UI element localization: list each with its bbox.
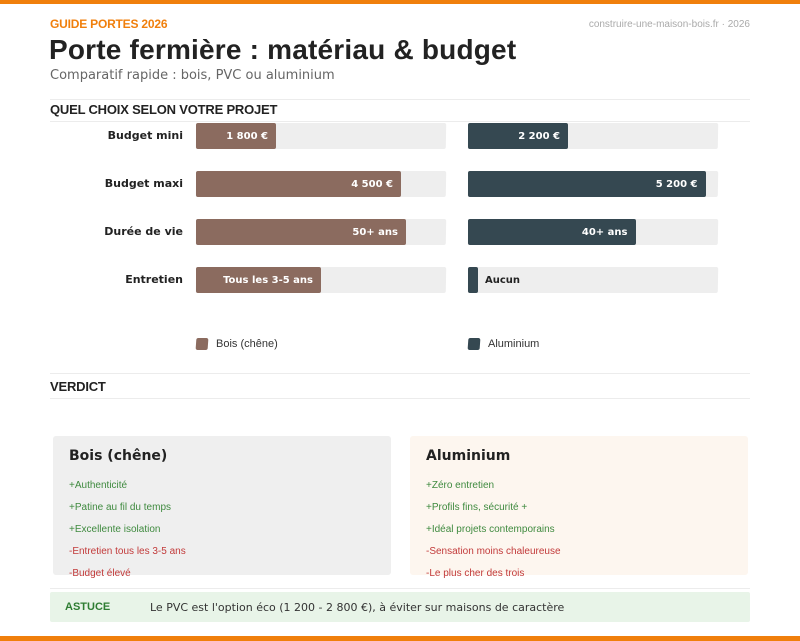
pro-point: +Authenticité [69,480,128,491]
bar-value: 40+ ans [581,226,628,238]
bar-alu: 5 200 € [468,171,706,197]
bar-bois: Tous les 3-5 ans [196,267,321,293]
divider [50,121,750,122]
page-title: Porte fermière : matériau & budget [49,34,517,65]
legend-swatch-icon [467,338,481,350]
page-subtitle: Comparatif rapide : bois, PVC ou alumini… [50,68,335,83]
bar-value: 1 800 € [226,130,268,142]
tip-label: ASTUCE [65,601,111,613]
bar-value: 2 200 € [518,130,560,142]
card-title: Aluminium [426,448,511,464]
bottom-accent-bar [0,636,800,641]
source-credit: construire-une-maison-bois.fr · 2026 [588,19,750,30]
divider [50,398,750,399]
legend-item-bois: Bois (chêne) [195,338,278,350]
row-label: Budget maxi [104,177,183,190]
row-label: Budget mini [107,129,183,142]
con-point: -Le plus cher des trois [426,568,525,579]
bar-bois: 4 500 € [196,171,401,197]
pro-point: +Patine au fil du temps [69,502,172,513]
bar-value: 5 200 € [655,178,698,190]
bar-alu: 2 200 € [468,123,568,149]
con-point: -Sensation moins chaleureuse [426,546,561,557]
divider [50,588,750,589]
con-point: -Entretien tous les 3-5 ans [69,546,186,557]
tip-banner: ASTUCE Le PVC est l'option éco (1 200 - … [50,592,750,622]
legend-label: Aluminium [488,338,540,350]
bar-value: 50+ ans [352,226,398,238]
pro-point: +Zéro entretien [426,480,495,491]
verdict-card-aluminium: Aluminium +Zéro entretien +Profils fins,… [410,436,748,579]
pro-point: +Idéal projets contemporains [426,524,555,535]
top-accent-bar [0,0,800,4]
legend-label: Bois (chêne) [216,338,278,350]
chart-heading: QUEL CHOIX SELON VOTRE PROJET [50,102,278,117]
divider [50,99,750,100]
bar-value: Tous les 3-5 ans [223,274,313,286]
pro-point: +Profils fins, sécurité + [426,502,528,513]
verdict-card-bois: Bois (chêne) +Authenticité +Patine au fi… [53,436,391,579]
bar-value: 4 500 € [351,178,393,190]
tip-text: Le PVC est l'option éco (1 200 - 2 800 €… [150,600,565,614]
kicker: GUIDE PORTES 2026 [50,17,168,31]
bar-alu: 40+ ans [468,219,636,245]
divider [50,373,750,374]
bar-value-outside: Aucun [485,275,521,286]
bar-alu [468,267,478,293]
bar-bois: 1 800 € [196,123,276,149]
verdict-heading: VERDICT [50,379,106,394]
legend-item-alu: Aluminium [467,338,540,350]
legend-swatch-icon [195,338,209,350]
card-title: Bois (chêne) [69,448,168,464]
pro-point: +Excellente isolation [69,524,161,535]
row-label: Durée de vie [104,225,183,238]
row-label: Entretien [125,273,183,286]
bar-bois: 50+ ans [196,219,406,245]
con-point: -Budget élevé [69,568,131,579]
